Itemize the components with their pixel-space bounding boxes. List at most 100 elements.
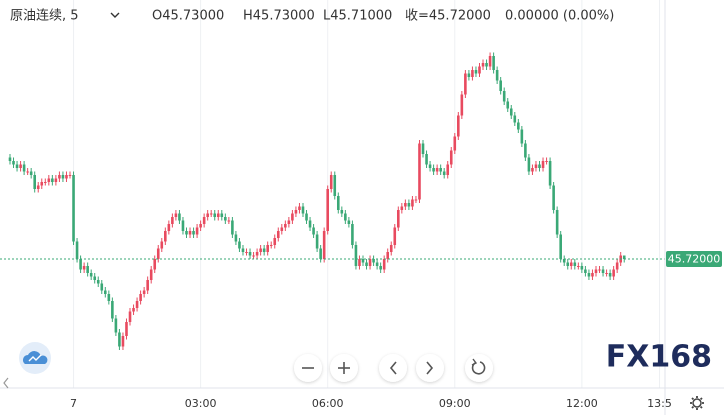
candle-body bbox=[562, 259, 566, 263]
candle-body bbox=[224, 217, 227, 221]
candle-body bbox=[192, 231, 195, 235]
candle-body bbox=[386, 252, 390, 259]
candle-body bbox=[340, 210, 344, 214]
x-tick-label: 06:00 bbox=[312, 397, 344, 410]
x-tick-label: 09:00 bbox=[439, 397, 471, 410]
candle-body bbox=[559, 234, 562, 259]
candle-body bbox=[407, 203, 411, 207]
candle-body bbox=[326, 189, 329, 231]
candle-body bbox=[492, 56, 495, 70]
candle-body bbox=[372, 259, 375, 263]
candle-body bbox=[329, 175, 333, 189]
legend: O45.73000 H45.73000 L45.71000 收=45.72000 0.0… bbox=[152, 9, 614, 24]
candle-body bbox=[68, 175, 72, 176]
symbol-chevron[interactable] bbox=[110, 12, 120, 18]
legend-value: H45.73000 bbox=[243, 9, 315, 24]
candle-body bbox=[164, 231, 167, 242]
candle-body bbox=[488, 56, 492, 67]
cloud-button[interactable] bbox=[19, 342, 51, 374]
candle-body bbox=[622, 255, 626, 259]
candle-body bbox=[333, 175, 337, 196]
candle-body bbox=[478, 66, 481, 74]
candle-body bbox=[344, 213, 347, 221]
candle-body bbox=[584, 269, 587, 273]
candle-body bbox=[93, 276, 97, 280]
candle-body bbox=[446, 164, 450, 175]
candle-body bbox=[202, 217, 206, 224]
candle-body bbox=[36, 185, 40, 189]
candle-body bbox=[509, 108, 513, 116]
candle-body bbox=[315, 234, 319, 249]
candle-body bbox=[43, 182, 47, 183]
candle-body bbox=[15, 164, 19, 168]
candle-body bbox=[449, 150, 453, 165]
candle-body bbox=[322, 231, 326, 259]
last-price-tag bbox=[666, 251, 722, 267]
zoom-out-button[interactable] bbox=[294, 354, 322, 382]
candle-body bbox=[209, 213, 213, 215]
candle-body bbox=[601, 269, 605, 273]
x-tick-label: 7 bbox=[70, 397, 77, 410]
candle-body bbox=[495, 70, 499, 81]
candle-body bbox=[185, 231, 188, 235]
candle-body bbox=[132, 308, 135, 312]
candle-body bbox=[294, 210, 298, 214]
candle-body bbox=[577, 266, 580, 267]
candle-body bbox=[608, 273, 612, 277]
candle-body bbox=[220, 213, 224, 217]
axes: 7 03:00 06:00 09:00 12:00 13:5 45.72000 bbox=[70, 251, 722, 410]
candle-body bbox=[231, 220, 234, 235]
settings-button[interactable] bbox=[690, 396, 704, 410]
candle-body bbox=[393, 227, 397, 245]
candle-body bbox=[142, 290, 146, 294]
scroll-left-button[interactable] bbox=[379, 354, 407, 382]
candle-body bbox=[160, 241, 164, 249]
candle-body bbox=[195, 227, 199, 235]
candle-body bbox=[118, 332, 121, 347]
candle-body bbox=[319, 248, 322, 259]
last-price-label: 45.72000 bbox=[668, 253, 721, 266]
candle-body bbox=[435, 168, 439, 172]
candle-body bbox=[464, 73, 467, 95]
candle-body bbox=[199, 224, 202, 228]
x-tick-label: 03:00 bbox=[185, 397, 217, 410]
reset-button[interactable] bbox=[465, 354, 493, 382]
candle-body bbox=[65, 175, 68, 179]
candle-body bbox=[96, 280, 100, 284]
candle-body bbox=[227, 220, 231, 222]
candle-body bbox=[51, 178, 54, 182]
candle-body bbox=[418, 143, 421, 200]
candle-body bbox=[29, 171, 33, 175]
candle-body bbox=[580, 266, 584, 270]
candle-body bbox=[305, 213, 308, 221]
candle-body bbox=[605, 273, 608, 274]
candle-body bbox=[308, 220, 312, 228]
candle-body bbox=[481, 63, 485, 67]
candle-body bbox=[287, 220, 291, 224]
candle-body bbox=[234, 234, 238, 242]
candle-body bbox=[58, 175, 61, 179]
candle-body bbox=[404, 203, 407, 207]
candle-body bbox=[298, 206, 301, 210]
plot-area bbox=[0, 52, 665, 350]
candle-body bbox=[347, 220, 351, 224]
legend-value: 0.00000 (0.00%) bbox=[505, 9, 614, 24]
candle-body bbox=[259, 248, 262, 252]
zoom-in-button[interactable] bbox=[330, 354, 358, 382]
scroll-arrow[interactable] bbox=[3, 377, 9, 389]
candle-body bbox=[573, 262, 577, 266]
candle-body bbox=[361, 259, 365, 263]
candle-body bbox=[216, 213, 220, 217]
symbol[interactable]: 原油连续, 5 bbox=[10, 8, 79, 24]
candle-body bbox=[47, 178, 51, 182]
scroll-right-button[interactable] bbox=[416, 354, 444, 382]
candle-body bbox=[255, 252, 259, 256]
candle-body bbox=[61, 175, 65, 179]
candle-body bbox=[425, 154, 428, 165]
candle-body bbox=[107, 294, 111, 301]
candle-body bbox=[12, 161, 15, 165]
legend-value: L45.71000 bbox=[323, 9, 392, 24]
candle-body bbox=[284, 224, 287, 228]
candle-body bbox=[499, 80, 502, 91]
